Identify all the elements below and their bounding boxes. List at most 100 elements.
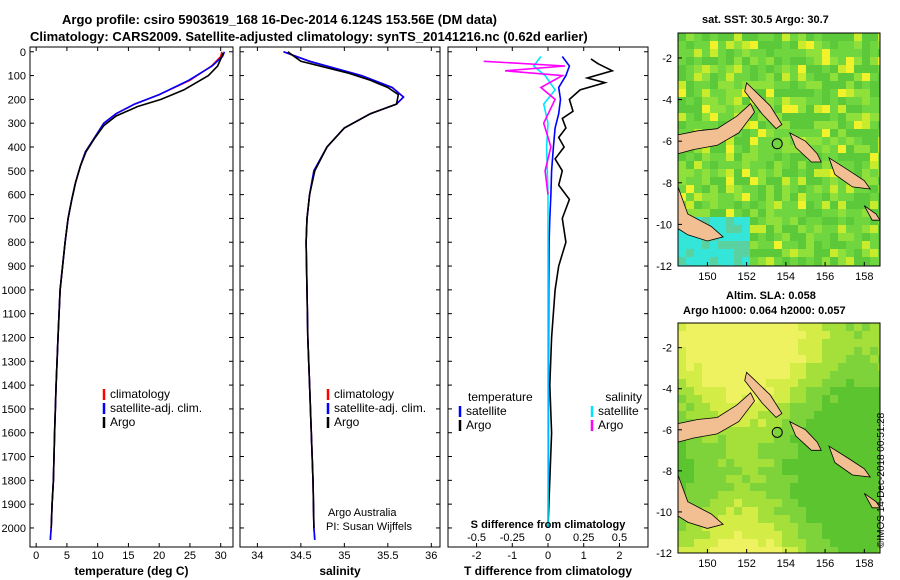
map-cell: [814, 233, 822, 241]
map-cell: [718, 515, 726, 523]
map-cell: [830, 185, 838, 193]
map-cell: [822, 57, 830, 65]
map-cell: [694, 73, 702, 81]
map-cell: [774, 467, 782, 475]
map-cell: [734, 177, 742, 185]
x-tick-label: 34: [251, 550, 263, 562]
map-cell: [870, 105, 878, 113]
map-cell: [750, 137, 758, 145]
map-cell: [742, 491, 750, 499]
map-cell: [822, 323, 830, 331]
map-cell: [862, 137, 870, 145]
map-cell: [806, 65, 814, 73]
map-cell: [726, 387, 734, 395]
map-cell: [726, 161, 734, 169]
map-cell: [686, 177, 694, 185]
map-cell: [830, 89, 838, 97]
map-cell: [710, 379, 718, 387]
map-cell: [798, 403, 806, 411]
map-cell: [854, 523, 862, 531]
map-cell: [742, 427, 750, 435]
map-cell: [870, 129, 878, 137]
depth-tick-label: 700: [8, 213, 26, 225]
map-cell: [678, 113, 686, 121]
map-cell: [734, 395, 742, 403]
map-cell: [806, 169, 814, 177]
sst-map-title: sat. SST: 30.5 Argo: 30.7: [702, 14, 829, 26]
map-cell: [734, 363, 742, 371]
map-cell: [830, 435, 838, 443]
map-cell: [806, 371, 814, 379]
map-cell: [790, 419, 798, 427]
map-cell: [678, 459, 686, 467]
map-cell: [750, 331, 758, 339]
map-cell: [774, 451, 782, 459]
map-cell: [702, 257, 710, 265]
map-cell: [766, 89, 774, 97]
map-cell: [678, 89, 686, 97]
map-cell: [766, 137, 774, 145]
map-cell: [790, 523, 798, 531]
map-cell: [870, 153, 878, 161]
map-cell: [830, 257, 838, 265]
map-cell: [790, 57, 798, 65]
map-cell: [750, 33, 758, 41]
map-cell: [742, 419, 750, 427]
map-cell: [750, 121, 758, 129]
map-cell: [678, 257, 686, 265]
map-cell: [718, 161, 726, 169]
map-cell: [814, 33, 822, 41]
map-cell: [726, 113, 734, 121]
map-cell: [694, 113, 702, 121]
map-cell: [862, 97, 870, 105]
map-cell: [678, 379, 686, 387]
map-cell: [702, 371, 710, 379]
map-cell: [742, 49, 750, 57]
map-cell: [846, 419, 854, 427]
map-cell: [854, 539, 862, 547]
map-cell: [718, 105, 726, 113]
map-cell: [822, 531, 830, 539]
map-cell: [710, 73, 718, 81]
map-cell: [846, 201, 854, 209]
map-cell: [774, 209, 782, 217]
map-cell: [758, 233, 766, 241]
map-cell: [870, 81, 878, 89]
map-cell: [710, 435, 718, 443]
map-cell: [726, 137, 734, 145]
map-cell: [790, 531, 798, 539]
map-cell: [878, 73, 880, 81]
depth-tick-label: 1800: [2, 475, 26, 487]
map-cell: [814, 89, 822, 97]
map-cell: [718, 153, 726, 161]
map-cell: [718, 97, 726, 105]
map-cell: [878, 57, 880, 65]
map-cell: [710, 387, 718, 395]
map-cell: [798, 331, 806, 339]
map-cell: [734, 355, 742, 363]
map-cell: [790, 49, 798, 57]
map-cell: [726, 57, 734, 65]
map-cell: [694, 459, 702, 467]
map-cell: [790, 129, 798, 137]
map-cell: [774, 225, 782, 233]
map-cell: [766, 427, 774, 435]
map-cell: [838, 257, 846, 265]
map-cell: [726, 145, 734, 153]
map-cell: [758, 419, 766, 427]
map-cell: [742, 153, 750, 161]
map-cell: [814, 217, 822, 225]
map-cell: [774, 233, 782, 241]
map-cell: [862, 113, 870, 121]
map-cell: [822, 459, 830, 467]
map-cell: [790, 193, 798, 201]
map-cell: [870, 161, 878, 169]
map-cell: [782, 339, 790, 347]
map-cell: [806, 323, 814, 331]
map-cell: [702, 33, 710, 41]
map-cell: [862, 323, 870, 331]
map-tick-label: -10: [656, 219, 672, 231]
map-cell: [870, 523, 878, 531]
map-cell: [718, 339, 726, 347]
map-cell: [798, 209, 806, 217]
